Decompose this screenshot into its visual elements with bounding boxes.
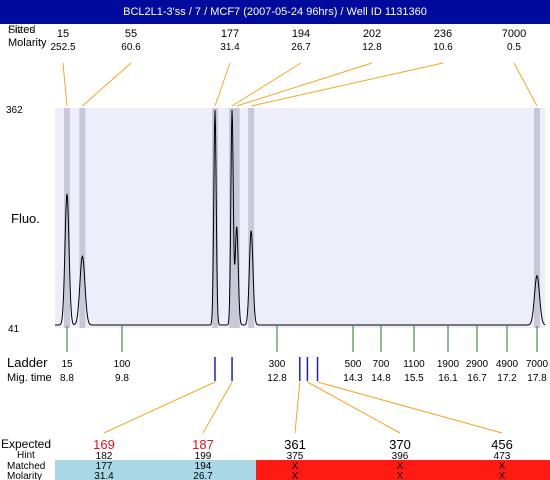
ladder-size-label: 300 [269,359,286,370]
ladder-size-label: 100 [114,359,131,370]
expected-link [294,381,301,434]
unmatched-region [256,460,550,480]
expected-markers [214,357,319,381]
peak-molarity-label: 10.6 [433,42,453,53]
chart-text-layer: Sizes Fitted Molarity 362 41 Fluo. Ladde… [1,24,549,480]
expected-value: 169 [93,437,115,452]
ladder-size-label: 500 [345,359,362,370]
matched-label: Matched [7,461,45,472]
y-axis-label: Fluo. [11,211,40,226]
molarity-value: 26.7 [193,471,213,480]
mig-time-label: Mig. time [7,372,52,384]
peak-band [248,108,255,328]
peak-leader-line [82,62,132,107]
peak-leader-lines [62,62,538,107]
peak-leader-line [231,62,302,107]
matched-value: 177 [96,461,113,472]
peak-size-label: 55 [125,28,137,40]
expected-value: 456 [491,437,513,452]
peak-molarity-label: 252.5 [50,42,75,53]
peak-leader-line [251,62,444,107]
expected-value: 361 [284,437,306,452]
matched-value: X [292,461,299,472]
ladder-mig-time-label: 15.5 [404,373,424,384]
molarity-value: X [292,471,299,480]
peak-band [64,108,70,328]
peak-bands [64,108,540,328]
peak-size-label: 15 [57,28,69,40]
peak-molarity-label: 31.4 [220,42,240,53]
peak-molarity-label: 26.7 [291,42,311,53]
peak-size-label: 202 [363,28,381,40]
expected-link [202,381,233,434]
ladder-mig-time-label: 16.1 [438,373,458,384]
expected-link [103,381,216,434]
ladder-mig-time-label: 14.8 [371,373,391,384]
matched-region [55,460,256,480]
peak-molarity-label: 60.6 [121,42,141,53]
ladder-mig-time-label: 12.8 [267,373,287,384]
peak-band [212,108,218,328]
chart-title: BCL2L1-3'ss / 7 / MCF7 (2007-05-24 96hrs… [0,0,550,24]
ladder-size-label: 1900 [437,359,460,370]
y-tick-top: 362 [6,105,23,116]
ladder-mig-time-label: 8.8 [60,373,74,384]
expected-label: Expected [1,437,51,451]
hint-value: 375 [287,451,304,462]
ladder-label: Ladder [7,355,48,370]
ladder-mig-time-label: 16.7 [467,373,487,384]
expected-value: 370 [389,437,411,452]
peak-leader-line [214,62,231,107]
ladder-mig-time-label: 17.2 [497,373,517,384]
y-tick-bottom: 41 [8,324,20,335]
peak-band [534,108,540,328]
ladder-mig-time-label: 17.8 [527,373,547,384]
ladder-size-label: 700 [373,359,390,370]
peak-size-label: 194 [292,28,310,40]
peak-leader-line [62,62,68,107]
ladder-size-label: 4900 [496,359,519,370]
expected-links [103,381,503,434]
peak-size-label: 236 [434,28,452,40]
match-status-bar [55,460,550,480]
molarity-row-label: Molarity [7,471,42,480]
expected-value: 187 [192,437,214,452]
ladder-size-label: 15 [61,359,73,370]
ladder-mig-time-label: 9.8 [115,373,129,384]
molarity-value: X [499,471,506,480]
hint-value: 182 [96,451,113,462]
peak-molarity-label: 0.5 [507,42,521,53]
matched-value: X [397,461,404,472]
hint-value: 396 [392,451,409,462]
expected-link [307,381,401,434]
sizes-label: Sizes [8,24,35,36]
ladder-size-label: 2900 [466,359,489,370]
matched-value: X [499,461,506,472]
molarity-label: Molarity [8,37,47,49]
peak-molarity-label: 12.8 [362,42,382,53]
plot-area [55,108,545,328]
peak-band [79,108,86,328]
peak-size-label: 177 [221,28,239,40]
matched-value: 194 [195,461,212,472]
peak-band [233,108,240,328]
fluorescence-trace [55,109,546,326]
molarity-value: X [397,471,404,480]
peak-leader-line [236,62,373,107]
hint-label: Hint [17,450,35,461]
expected-link [317,381,503,434]
ladder-ticks [66,326,538,352]
ladder-size-label: 7000 [526,359,549,370]
peak-size-label: 7000 [502,28,526,40]
hint-value: 199 [195,451,212,462]
molarity-value: 31.4 [94,471,114,480]
fitted-label: Fitted [8,24,36,36]
ladder-size-label: 1100 [403,359,425,370]
hint-value: 473 [494,451,511,462]
peak-band [229,108,236,328]
ladder-mig-time-label: 14.3 [343,373,363,384]
peak-leader-line [513,62,538,107]
